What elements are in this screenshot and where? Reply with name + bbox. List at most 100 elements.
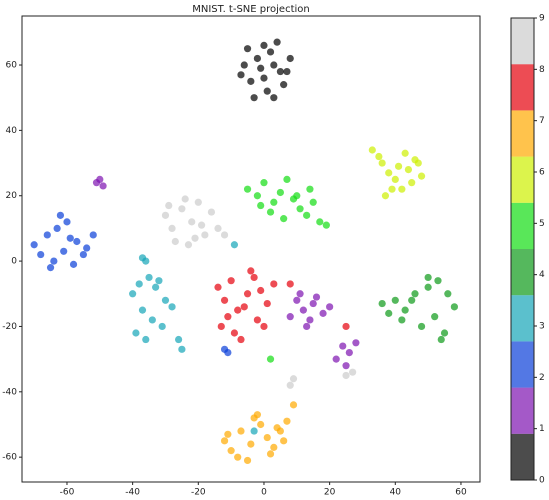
- point: [79, 250, 87, 259]
- point: [266, 355, 275, 363]
- point: [276, 67, 284, 76]
- point: [181, 195, 189, 203]
- point: [270, 198, 278, 206]
- point: [437, 335, 445, 344]
- point: [263, 433, 271, 442]
- point: [414, 159, 422, 167]
- point: [286, 280, 294, 288]
- point: [37, 250, 45, 259]
- point: [83, 244, 91, 252]
- colorbar-segment: [511, 110, 534, 157]
- point: [270, 94, 278, 102]
- point: [237, 335, 245, 344]
- point: [148, 316, 156, 324]
- plot-frame: [21, 15, 481, 483]
- point: [280, 437, 288, 445]
- point: [253, 192, 262, 200]
- point: [394, 162, 403, 170]
- point: [69, 260, 78, 268]
- point: [260, 179, 268, 187]
- point: [194, 198, 202, 206]
- point: [142, 335, 150, 344]
- point: [161, 211, 170, 219]
- point: [53, 224, 61, 233]
- point: [398, 316, 406, 324]
- y-tick-label: 0: [11, 257, 17, 267]
- point: [142, 257, 150, 265]
- point: [224, 348, 232, 357]
- point: [424, 273, 432, 282]
- point: [214, 283, 222, 291]
- point: [46, 264, 55, 272]
- colorbar-tick-label: 3: [539, 322, 545, 332]
- point: [349, 368, 357, 376]
- colorbar-segment: [511, 18, 534, 65]
- point: [89, 231, 97, 239]
- point: [296, 290, 304, 298]
- point: [339, 342, 347, 350]
- point: [424, 283, 432, 291]
- chart-title: MNIST. t-SNE projection: [192, 4, 309, 15]
- point: [243, 185, 252, 193]
- point: [138, 306, 147, 314]
- colorbar-segment: [511, 387, 534, 434]
- point: [99, 182, 107, 190]
- point: [391, 296, 399, 304]
- point: [145, 273, 153, 282]
- point: [286, 381, 294, 389]
- point: [388, 185, 396, 193]
- colorbar-segment: [511, 156, 534, 203]
- point: [273, 38, 281, 46]
- colorbar-tick-label: 4: [539, 270, 545, 280]
- point: [276, 188, 284, 197]
- x-tick-label: 40: [390, 488, 402, 498]
- point: [289, 401, 298, 409]
- point: [319, 309, 327, 317]
- x-tick-label: 0: [261, 488, 267, 498]
- point: [207, 208, 216, 216]
- point: [342, 322, 350, 331]
- point: [214, 224, 222, 233]
- point: [411, 290, 419, 298]
- point: [352, 339, 360, 347]
- point: [303, 211, 311, 219]
- point: [260, 322, 268, 331]
- point: [342, 371, 350, 380]
- point: [247, 77, 255, 85]
- point: [263, 87, 271, 95]
- point: [247, 440, 255, 448]
- point: [444, 290, 452, 298]
- point: [283, 417, 291, 425]
- point: [293, 296, 301, 304]
- y-tick-label: -40: [2, 387, 17, 397]
- point: [161, 296, 170, 304]
- x-tick-label: -40: [125, 488, 140, 498]
- y-tick-label: -20: [2, 322, 17, 332]
- point: [243, 290, 252, 298]
- point: [299, 306, 307, 314]
- point: [398, 185, 406, 193]
- point: [43, 231, 51, 239]
- colorbar-tick-label: 8: [539, 65, 545, 75]
- point: [306, 316, 314, 324]
- x-tick-label: 20: [324, 488, 336, 498]
- colorbar-segment: [511, 249, 534, 296]
- point: [289, 375, 298, 383]
- point: [96, 175, 104, 183]
- point: [417, 322, 426, 331]
- point: [250, 414, 258, 422]
- point: [303, 322, 311, 331]
- colorbar-segment: [511, 64, 534, 111]
- point: [253, 54, 262, 63]
- point: [434, 277, 442, 285]
- point: [326, 303, 334, 311]
- colorbar-tick-label: 1: [539, 424, 545, 434]
- point: [385, 309, 393, 317]
- point: [250, 94, 258, 102]
- point: [322, 221, 330, 229]
- point: [201, 231, 209, 239]
- point: [378, 299, 386, 308]
- point: [247, 267, 255, 275]
- point: [375, 152, 383, 161]
- point: [243, 45, 252, 53]
